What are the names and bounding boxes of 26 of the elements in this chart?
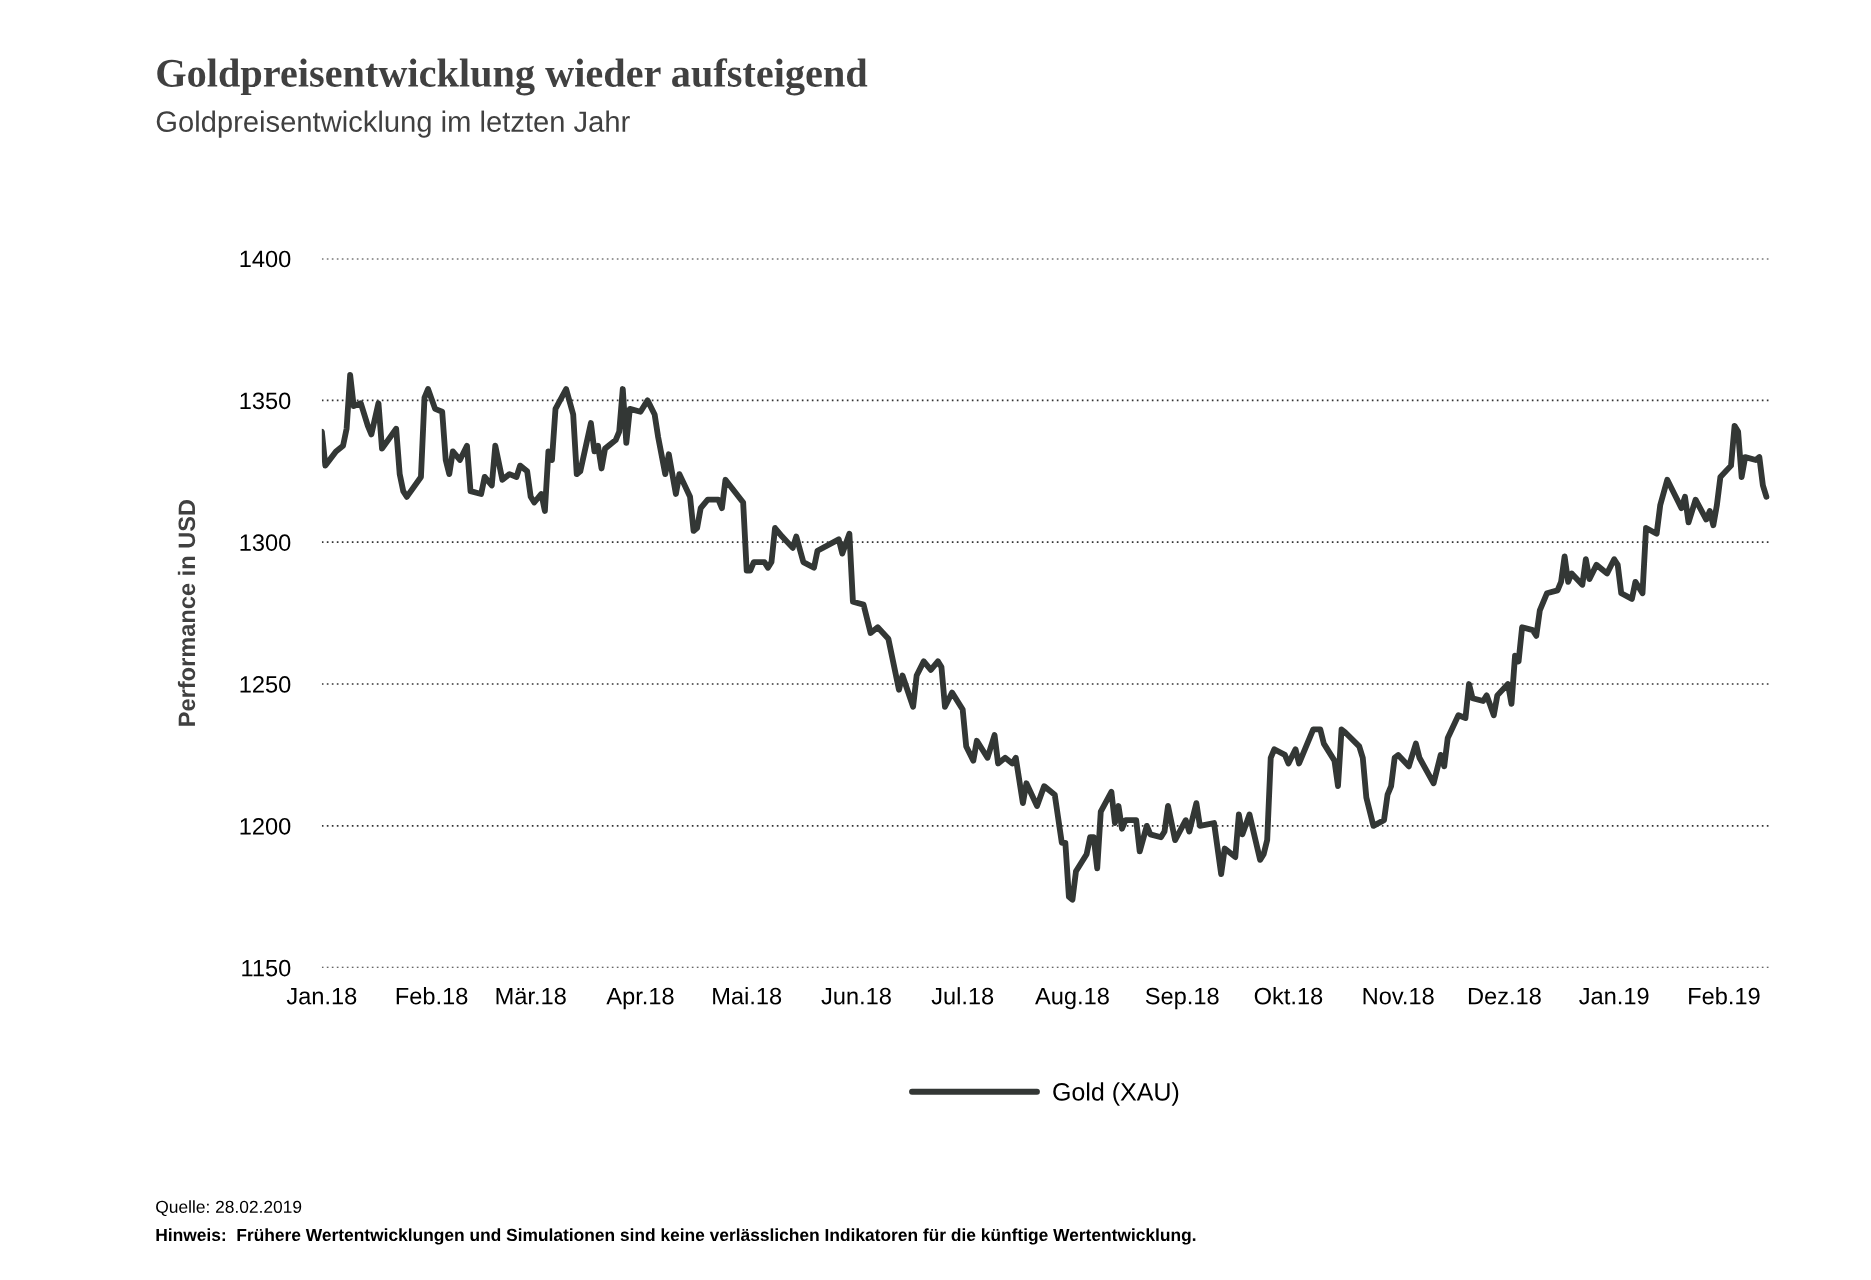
y-axis-title: Performance in USD: [177, 499, 196, 726]
x-tick-label: Mär.18: [496, 987, 566, 1005]
y-tick-label: 1300: [240, 534, 291, 551]
x-tick-label: Feb.19: [1689, 987, 1760, 1005]
source-note: Quelle: 28.02.2019: [156, 1200, 302, 1217]
y-tick-label: 1200: [240, 817, 291, 835]
x-tick-label: Jul.18: [931, 987, 994, 1005]
chart-subtitle: Goldpreisentwicklung im letzten Jahr: [156, 110, 630, 138]
x-tick-label: Feb.18: [396, 987, 468, 1005]
y-tick-label: 1350: [240, 392, 291, 410]
x-tick-label: Apr.18: [606, 987, 674, 1010]
text: Hinweis: Frühere Wertentwicklungen und Simulationen sind keine verlässlichen Indikatoren für die künftige Wertentwicklung.: [156, 1228, 1196, 1245]
x-tick-label: Jun.18: [821, 987, 891, 1005]
chart-title: Goldpreisentwicklung wieder aufsteigend: [157, 58, 868, 96]
x-tick-label: Dez.18: [1468, 987, 1541, 1005]
legend-label: Gold (XAU): [1053, 1082, 1179, 1106]
y-tick-label: 1250: [240, 676, 291, 693]
y-tick-label: 1400: [240, 250, 291, 268]
x-tick-label: Aug.18: [1035, 987, 1109, 1010]
x-tick-label: Mai.18: [713, 987, 782, 1005]
x-tick-label: Jan.19: [1579, 987, 1649, 1005]
x-tick-label: Jan.18: [286, 987, 357, 1005]
x-tick-label: Okt.18: [1254, 987, 1323, 1005]
y-tick-label: 1150: [242, 959, 291, 977]
x-tick-label: Sep.18: [1145, 987, 1219, 1010]
x-tick-label: Nov.18: [1363, 987, 1434, 1005]
